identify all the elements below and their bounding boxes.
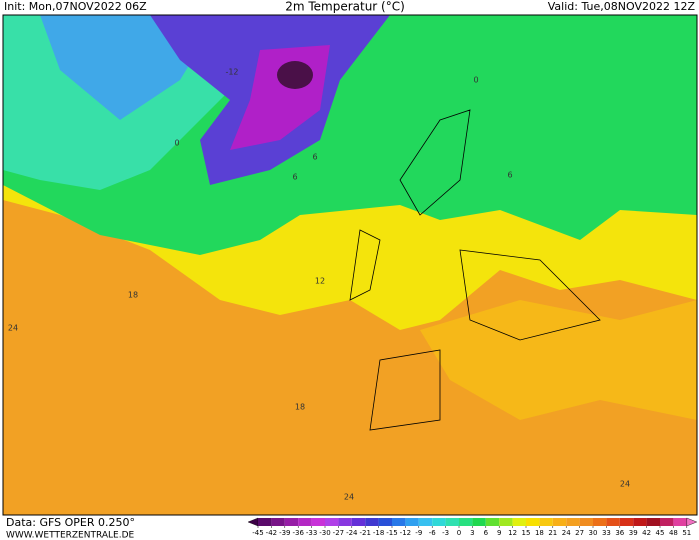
scale-label: -9 <box>415 529 422 537</box>
scale-bin <box>512 518 526 526</box>
data-source: Data: GFS OPER 0.250° <box>6 516 135 529</box>
scale-label: 45 <box>656 529 665 537</box>
map: -12 0 6 6 0 6 12 18 24 18 24 24 <box>2 14 698 516</box>
contour-label: 18 <box>295 403 305 412</box>
scale-label: 15 <box>522 529 531 537</box>
scale-bin <box>392 518 406 526</box>
contour-label: 6 <box>507 171 512 180</box>
contour-label: 0 <box>473 76 478 85</box>
scale-label: 30 <box>589 529 598 537</box>
scale-bin <box>418 518 433 526</box>
scale-bin <box>673 518 687 526</box>
scale-bin <box>365 518 379 526</box>
scale-bin <box>579 518 593 526</box>
scale-label: -33 <box>306 529 317 537</box>
scale-label: -30 <box>319 529 330 537</box>
contour-label: 24 <box>344 493 354 502</box>
scale-label: 51 <box>682 529 691 537</box>
scale-label: 9 <box>497 529 501 537</box>
website: WWW.WETTERZENTRALE.DE <box>6 531 135 540</box>
greenland-coldest <box>277 61 313 89</box>
scale-label: -39 <box>279 529 290 537</box>
scale-bin <box>378 518 392 526</box>
scale-bin <box>593 518 607 526</box>
scale-bin <box>311 518 325 526</box>
scale-bin <box>526 518 540 526</box>
scale-label: -15 <box>386 529 397 537</box>
scale-bin <box>619 518 634 526</box>
scale-label: -6 <box>429 529 437 537</box>
contour-label: 6 <box>312 153 317 162</box>
scale-label: 3 <box>470 529 474 537</box>
scale-bin <box>566 518 580 526</box>
color-scale: -45 -42 -39 -36 -33 -30 -27 -24 -21 -18 -15 -12 -9 -6… <box>247 517 698 537</box>
scale-bin <box>284 518 299 526</box>
europe-warm <box>420 300 697 420</box>
init-time: Init: Mon,07NOV2022 06Z <box>4 0 147 13</box>
scale-label: 36 <box>615 529 624 537</box>
map-frame <box>2 14 698 516</box>
scale-bin <box>660 518 674 526</box>
scale-label: 18 <box>535 529 544 537</box>
scale-bin <box>646 518 660 526</box>
scale-label: -42 <box>266 529 277 537</box>
coastlines <box>349 109 601 431</box>
scale-label: 42 <box>642 529 651 537</box>
contour-label: 12 <box>315 277 325 286</box>
contour-label: 18 <box>128 291 138 300</box>
contour-label: 24 <box>620 480 630 489</box>
scale-label: -18 <box>373 529 384 537</box>
scale-bin <box>338 518 352 526</box>
scale-bin <box>325 518 339 526</box>
scale-label: 0 <box>457 529 461 537</box>
scale-bin <box>351 518 366 526</box>
scale-bin <box>432 518 446 526</box>
scale-bin <box>472 518 486 526</box>
scale-label: -3 <box>442 529 449 537</box>
scale-bin <box>606 518 620 526</box>
scale-label: -27 <box>333 529 344 537</box>
contour-label: -12 <box>225 68 238 77</box>
contour-label: 0 <box>174 139 179 148</box>
scale-bin <box>499 518 513 526</box>
valid-time: Valid: Tue,08NOV2022 12Z <box>548 0 696 13</box>
scale-label: -36 <box>292 529 304 537</box>
scale-bin <box>485 518 500 526</box>
scale-bin <box>552 518 567 526</box>
scale-bin <box>405 518 419 526</box>
scale-label: 24 <box>562 529 571 537</box>
contour-label: 6 <box>292 173 297 182</box>
scale-bin <box>445 518 459 526</box>
scale-bin <box>271 518 285 526</box>
scale-label: 12 <box>508 529 517 537</box>
scale-label: 39 <box>629 529 638 537</box>
scale-bin <box>298 518 312 526</box>
scale-label: 6 <box>484 529 489 537</box>
scale-label: 48 <box>669 529 678 537</box>
scale-label: 27 <box>575 529 584 537</box>
scale-label: 21 <box>548 529 557 537</box>
scale-bin <box>633 518 647 526</box>
contour-label: 24 <box>8 324 18 333</box>
scale-label: -45 <box>252 529 263 537</box>
scale-label: 33 <box>602 529 611 537</box>
scale-label: -12 <box>400 529 411 537</box>
map-title: 2m Temperatur (°C) <box>285 0 405 14</box>
scale-bin <box>459 518 473 526</box>
scale-bin <box>258 518 272 526</box>
scale-arrow <box>686 517 698 527</box>
scale-bin <box>539 518 553 526</box>
scale-label: -24 <box>346 529 358 537</box>
scale-label: -21 <box>359 529 370 537</box>
